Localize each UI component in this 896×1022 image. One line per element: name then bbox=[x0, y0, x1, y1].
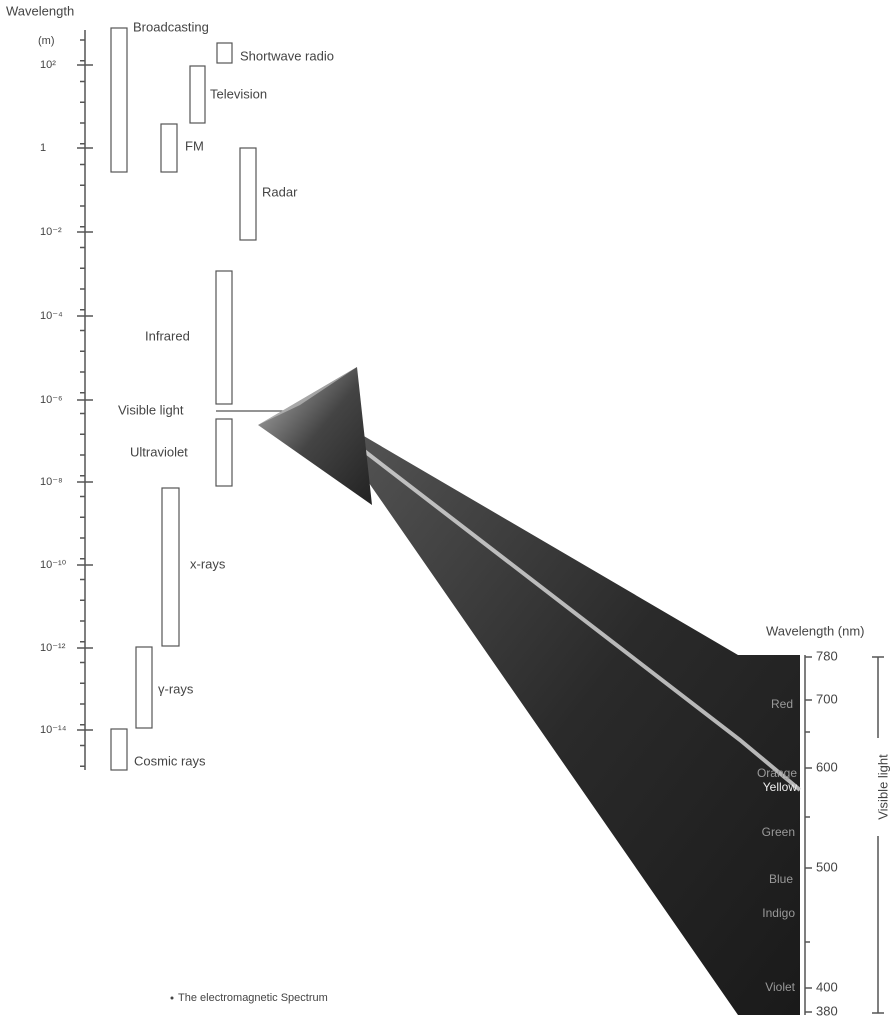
color-label: Indigo bbox=[762, 906, 795, 920]
band-label: Visible light bbox=[118, 402, 184, 417]
right-tick-label: 400 bbox=[816, 979, 838, 994]
band-box bbox=[217, 43, 232, 63]
color-label: Red bbox=[771, 697, 793, 711]
band-label: Television bbox=[210, 86, 267, 101]
color-label: Green bbox=[762, 825, 795, 839]
band-label: Shortwave radio bbox=[240, 48, 334, 63]
left-tick-label: 10⁻⁴ bbox=[40, 310, 63, 322]
left-axis-unit: (m) bbox=[38, 35, 55, 47]
band-label: Infrared bbox=[145, 328, 190, 343]
spectrum-diagram: Wavelength (m) 10² 1 10⁻² 10⁻⁴ 10⁻⁶ 10⁻⁸ 10⁻¹⁰… bbox=[0, 0, 896, 1022]
prism bbox=[258, 367, 372, 505]
left-tick-label: 10⁻² bbox=[40, 226, 62, 238]
band-label: x-rays bbox=[190, 556, 226, 571]
left-tick-label: 10⁻¹⁰ bbox=[40, 559, 67, 571]
left-axis-title: Wavelength bbox=[6, 3, 74, 18]
light-beam bbox=[345, 425, 800, 1015]
left-tick-label: 10⁻⁸ bbox=[40, 476, 63, 488]
left-tick-label: 10² bbox=[40, 59, 56, 71]
caption: The electromagnetic Spectrum bbox=[178, 992, 328, 1004]
bands bbox=[111, 28, 310, 770]
left-tick-label: 10⁻¹² bbox=[40, 642, 66, 654]
band-box bbox=[162, 488, 179, 646]
band-label: Cosmic rays bbox=[134, 753, 206, 768]
band-box bbox=[111, 729, 127, 770]
band-box bbox=[216, 419, 232, 486]
band-box bbox=[136, 647, 152, 728]
left-tick-label: 10⁻¹⁴ bbox=[40, 724, 67, 736]
band-box bbox=[216, 271, 232, 404]
right-axis-title: Wavelength (nm) bbox=[766, 623, 865, 638]
color-label: Yellow bbox=[763, 780, 798, 794]
right-tick-label: 380 bbox=[816, 1003, 838, 1018]
band-box bbox=[161, 124, 177, 172]
band-label: Radar bbox=[262, 184, 298, 199]
left-tick-label: 10⁻⁶ bbox=[40, 394, 63, 406]
color-label: Orange bbox=[757, 766, 797, 780]
band-box bbox=[240, 148, 256, 240]
band-label: Ultraviolet bbox=[130, 444, 188, 459]
band-box bbox=[111, 28, 127, 172]
right-tick-label: 780 bbox=[816, 648, 838, 663]
right-tick-label: 700 bbox=[816, 691, 838, 706]
right-tick-label: 500 bbox=[816, 859, 838, 874]
band-label: γ-rays bbox=[158, 681, 194, 696]
right-tick-label: 600 bbox=[816, 759, 838, 774]
right-ticks: 780 700 600 500 400 380 bbox=[805, 648, 838, 1018]
band-label: FM bbox=[185, 138, 204, 153]
caption-bullet bbox=[171, 997, 174, 1000]
bracket-label: Visible light bbox=[875, 754, 890, 820]
color-label: Violet bbox=[765, 980, 795, 994]
color-label: Blue bbox=[769, 872, 793, 886]
left-tick-label: 1 bbox=[40, 142, 46, 154]
band-label: Broadcasting bbox=[133, 19, 209, 34]
band-box bbox=[190, 66, 205, 123]
